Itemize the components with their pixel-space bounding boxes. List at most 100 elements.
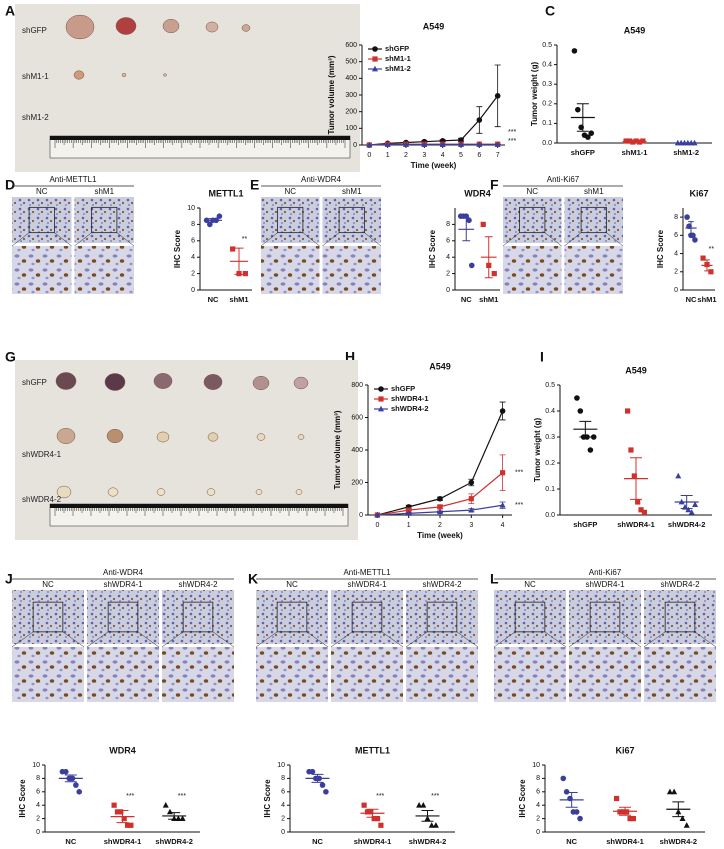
ihc-zoom xyxy=(644,647,716,702)
ihc-zoom-line xyxy=(606,232,624,247)
x-tick-label: shWDR4-2 xyxy=(409,837,447,846)
ihc-zoom xyxy=(12,246,72,294)
ihc-image xyxy=(162,590,234,644)
marker xyxy=(230,246,236,252)
ihc-zoom-line xyxy=(364,232,382,247)
chart-title: A549 xyxy=(625,365,647,375)
x-tick-label: NC xyxy=(208,295,219,304)
marker xyxy=(573,809,580,815)
sem-bar xyxy=(484,236,493,279)
ihc-image xyxy=(12,590,84,644)
y-tick-label: 2 xyxy=(191,270,195,277)
ihc-zoom-line xyxy=(161,631,184,648)
ihc-column: shWDR4-2 xyxy=(660,580,700,589)
y-tick-label: 0.4 xyxy=(545,408,555,415)
tumor xyxy=(207,432,219,442)
ihc-image xyxy=(331,590,403,644)
tumor xyxy=(107,487,119,497)
marker xyxy=(371,816,377,822)
annotation: *** xyxy=(178,793,186,800)
marker xyxy=(118,809,124,815)
marker xyxy=(62,768,69,775)
ihc-roi xyxy=(91,206,118,234)
marker xyxy=(468,496,474,502)
sem-bar xyxy=(704,259,710,272)
tumor xyxy=(162,18,180,34)
marker xyxy=(692,237,698,243)
marker xyxy=(421,141,428,147)
marker xyxy=(560,775,567,782)
tumor xyxy=(56,428,76,444)
marker xyxy=(590,434,597,440)
ruler-band xyxy=(50,504,348,508)
y-tick-label: 400 xyxy=(345,75,357,82)
y-tick-label: 0.2 xyxy=(542,101,552,108)
legend-label: shWDR4-2 xyxy=(391,404,429,413)
ihc-zoom-line xyxy=(568,631,591,648)
y-tick-label: 600 xyxy=(345,42,357,49)
panel-label: H xyxy=(345,349,355,365)
ruler-band xyxy=(50,136,350,140)
tumor xyxy=(73,70,85,80)
x-tick-label: 6 xyxy=(477,152,481,159)
y-axis-label: IHC Score xyxy=(263,779,272,818)
marker xyxy=(416,802,423,808)
annotation: *** xyxy=(508,129,516,136)
annotation: *** xyxy=(126,793,134,800)
panel-label: G xyxy=(5,349,16,365)
x-tick-label: 2 xyxy=(404,152,408,159)
sem-bar xyxy=(116,810,129,824)
sem-bar xyxy=(462,217,471,242)
ihc-zoom xyxy=(569,647,641,702)
marker xyxy=(700,255,706,261)
y-tick-label: 8 xyxy=(36,775,40,782)
x-tick-label: 1 xyxy=(386,152,390,159)
x-tick-label: 5 xyxy=(459,152,463,159)
x-tick-label: 0 xyxy=(367,152,371,159)
marker xyxy=(428,822,435,828)
row-label: shGFP xyxy=(22,26,47,35)
ihc-zoom-line xyxy=(212,631,235,648)
ihc-roi xyxy=(276,601,308,633)
marker xyxy=(73,782,79,788)
marker xyxy=(688,509,695,515)
ihc-column: NC xyxy=(284,187,296,196)
row-label: shWDR4-1 xyxy=(22,450,62,459)
sem-bar xyxy=(680,495,693,509)
ihc-zoom-line xyxy=(405,631,428,648)
ihc-title: Anti-WDR4 xyxy=(103,568,144,577)
sem-bar xyxy=(208,218,218,223)
marker xyxy=(309,768,316,775)
marker xyxy=(617,809,623,815)
ihc-column: NC xyxy=(36,187,48,196)
y-tick-label: 10 xyxy=(187,205,195,212)
marker xyxy=(406,507,412,513)
y-tick-label: 10 xyxy=(532,762,540,769)
marker xyxy=(437,495,443,502)
marker xyxy=(499,408,506,414)
marker xyxy=(585,134,591,140)
x-tick-label: shGFP xyxy=(571,148,595,157)
x-tick-label: NC xyxy=(566,837,577,846)
x-tick-label: 0 xyxy=(375,522,379,529)
ihc-roi xyxy=(182,601,214,633)
chart-title: Ki67 xyxy=(615,745,634,755)
x-tick-label: shM1-2 xyxy=(673,148,699,157)
marker xyxy=(384,141,391,147)
ihc-zoom xyxy=(162,647,234,702)
panel-label: F xyxy=(490,177,499,193)
ihc-roi xyxy=(107,601,139,633)
tumor xyxy=(115,17,137,35)
ihc-zoom-line xyxy=(62,631,85,648)
ihc-zoom xyxy=(331,647,403,702)
ihc-zoom-line xyxy=(544,631,567,648)
legend-label: shWDR4-1 xyxy=(391,394,429,403)
tumor xyxy=(241,24,251,32)
ihc-zoom-line xyxy=(544,232,562,247)
x-tick-label: shWDR4-2 xyxy=(668,520,706,529)
marker xyxy=(439,141,446,147)
marker xyxy=(121,816,127,822)
sem-bar xyxy=(565,791,578,808)
ihc-zoom-line xyxy=(11,631,34,648)
y-tick-label: 0.1 xyxy=(542,120,552,127)
